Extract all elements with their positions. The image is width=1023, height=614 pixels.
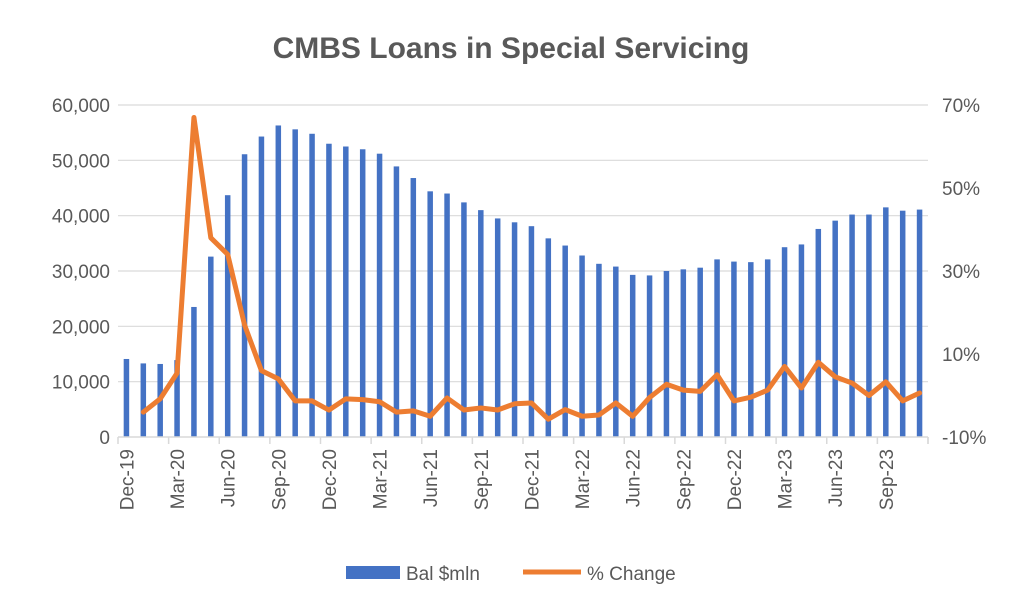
bar-May-22 bbox=[613, 266, 619, 437]
bar-Jul-23 bbox=[849, 214, 855, 437]
x-tick-label: Sep-23 bbox=[877, 449, 898, 510]
y-right-tick-label: 70% bbox=[942, 96, 980, 117]
bar-Jun-20 bbox=[224, 195, 231, 437]
bar-Aug-20 bbox=[258, 136, 265, 438]
bar-Nov-21 bbox=[511, 222, 518, 437]
bar-Jan-20 bbox=[140, 363, 147, 437]
bar-Dec-20 bbox=[326, 143, 332, 437]
bar-Jul-21 bbox=[444, 193, 450, 437]
x-tick-label: Mar-22 bbox=[573, 449, 594, 509]
bar-Aug-22 bbox=[663, 271, 670, 437]
y-left-tick-label: 10,000 bbox=[52, 373, 110, 394]
x-tick-label: Jun-21 bbox=[421, 449, 442, 507]
y-right-tick-label: 10% bbox=[942, 345, 980, 366]
x-tick-label: Mar-23 bbox=[776, 449, 797, 509]
x-tick-label: Mar-20 bbox=[168, 449, 189, 509]
x-tick-label: Dec-21 bbox=[522, 449, 543, 510]
bar-Mar-21 bbox=[376, 153, 383, 437]
bar-Jul-20 bbox=[241, 154, 248, 437]
chart-title: CMBS Loans in Special Servicing bbox=[273, 32, 750, 65]
bar-Dec-22 bbox=[731, 261, 737, 437]
bar-Dec-19 bbox=[123, 358, 130, 437]
y-right-tick-label: -10% bbox=[942, 428, 986, 449]
bar-Mar-22 bbox=[579, 255, 585, 437]
y-left-tick-label: 0 bbox=[99, 428, 110, 449]
bar-Feb-21 bbox=[359, 149, 366, 437]
x-tick-label: Sep-21 bbox=[472, 449, 493, 510]
bar-Jun-23 bbox=[832, 220, 838, 437]
bar-Mar-23 bbox=[781, 247, 788, 437]
bar-Oct-21 bbox=[494, 218, 501, 437]
line-series bbox=[140, 114, 923, 422]
y-left-tick-label: 40,000 bbox=[52, 207, 110, 228]
bar-Sep-20 bbox=[275, 125, 282, 438]
bar-Nov-23 bbox=[916, 209, 923, 437]
legend: Bal $mln % Change bbox=[346, 564, 676, 585]
x-tick-label: Dec-20 bbox=[320, 449, 341, 510]
bar-Aug-21 bbox=[461, 202, 467, 437]
legend-label-change: % Change bbox=[587, 564, 676, 585]
x-tick-label: Dec-22 bbox=[725, 449, 746, 510]
bar-Apr-23 bbox=[798, 244, 805, 437]
bar-Sep-23 bbox=[883, 207, 889, 437]
legend-swatch-bal bbox=[346, 566, 400, 579]
bar-Apr-20 bbox=[191, 306, 197, 437]
bar-Jun-21 bbox=[427, 191, 433, 437]
y-right-tick-label: 30% bbox=[942, 262, 980, 283]
bar-Aug-23 bbox=[866, 214, 872, 437]
x-tick-label: Sep-22 bbox=[674, 449, 695, 510]
bar-Oct-23 bbox=[899, 210, 906, 437]
x-tick-label: Mar-21 bbox=[371, 449, 392, 509]
bar-Nov-22 bbox=[714, 259, 720, 437]
x-tick-label: Jun-22 bbox=[624, 449, 645, 507]
x-tick-label: Jun-20 bbox=[219, 449, 240, 507]
y-left-tick-label: 30,000 bbox=[52, 262, 110, 283]
bar-Apr-21 bbox=[393, 166, 400, 438]
bar-series bbox=[123, 125, 923, 438]
axes: 0 10,000 20,000 30,000 40,000 50,000 60,000 -10… bbox=[52, 96, 987, 510]
bar-May-20 bbox=[208, 256, 214, 437]
bar-Dec-21 bbox=[528, 226, 535, 437]
legend-label-bal: Bal $mln bbox=[406, 564, 480, 585]
bar-May-23 bbox=[815, 228, 822, 437]
bar-Feb-23 bbox=[764, 259, 771, 437]
bar-Jan-23 bbox=[748, 262, 754, 437]
bar-Jan-21 bbox=[343, 146, 349, 437]
bar-May-21 bbox=[410, 178, 417, 438]
x-tick-label: Sep-20 bbox=[269, 449, 290, 510]
bar-Nov-20 bbox=[309, 133, 315, 438]
gridlines bbox=[118, 104, 928, 383]
y-right-tick-label: 50% bbox=[942, 179, 980, 200]
x-tick-label: Dec-19 bbox=[117, 449, 138, 510]
bar-Jun-22 bbox=[629, 274, 636, 437]
bar-Mar-20 bbox=[174, 360, 180, 437]
bar-Apr-22 bbox=[596, 263, 602, 437]
bar-Oct-22 bbox=[697, 267, 703, 437]
bar-Jul-22 bbox=[646, 275, 653, 437]
bar-Oct-20 bbox=[292, 129, 298, 437]
bar-Jan-22 bbox=[545, 238, 552, 437]
x-tick-label: Jun-23 bbox=[826, 449, 847, 507]
bar-Sep-22 bbox=[680, 269, 687, 437]
y-left-tick-label: 60,000 bbox=[52, 96, 110, 117]
y-left-tick-label: 50,000 bbox=[52, 151, 110, 172]
y-left-tick-label: 20,000 bbox=[52, 317, 110, 338]
bar-Sep-21 bbox=[478, 210, 484, 437]
bar-Feb-22 bbox=[562, 245, 568, 437]
